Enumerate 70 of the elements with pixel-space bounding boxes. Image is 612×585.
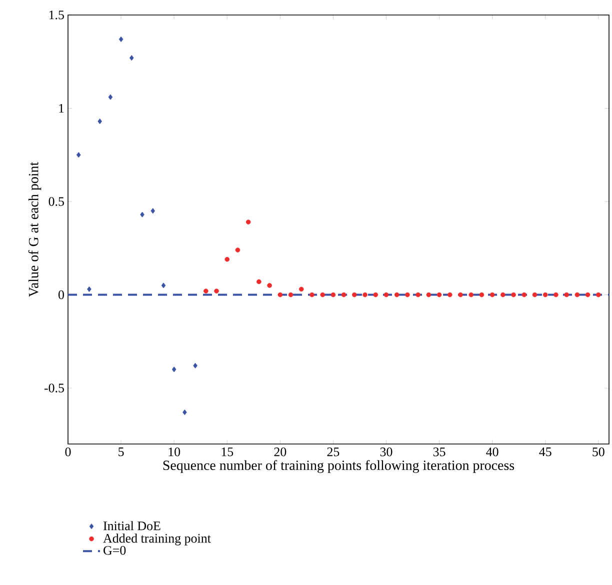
x-tick-label: 10: [168, 448, 180, 456]
point: [320, 292, 325, 298]
x-tick-label: 50: [592, 448, 604, 456]
point: [394, 292, 400, 298]
point: [542, 292, 548, 298]
point: [150, 208, 156, 214]
x-tick-label: 15: [222, 448, 234, 456]
x-tick-label: 40: [486, 448, 498, 456]
point: [118, 36, 124, 42]
point: [574, 292, 580, 298]
legend-label: Initial DoE: [103, 521, 160, 530]
y-tick-label: 1.5: [49, 10, 64, 20]
point: [246, 220, 251, 224]
point: [278, 292, 283, 298]
point: [500, 292, 506, 298]
point: [172, 366, 176, 372]
point: [585, 292, 590, 298]
point: [479, 292, 484, 298]
point: [596, 292, 601, 298]
point: [161, 282, 166, 288]
point: [140, 212, 144, 218]
point: [267, 283, 272, 288]
point: [341, 292, 346, 298]
x-tick-label: 30: [380, 448, 392, 456]
point: [436, 292, 442, 298]
point: [384, 292, 389, 298]
x-tick-label: 0: [65, 448, 71, 456]
y-tick-label: 1: [59, 104, 64, 113]
point: [426, 292, 432, 298]
point: [554, 292, 558, 298]
point: [458, 292, 463, 298]
x-tick-label: 45: [539, 448, 552, 456]
point: [108, 94, 113, 100]
x-tick-label: 20: [274, 448, 286, 456]
y-tick-label: 0.5: [48, 197, 64, 206]
x-tick-label: 5: [118, 448, 124, 456]
point: [310, 292, 314, 298]
y-tick-label: 0: [58, 290, 64, 300]
point: [532, 292, 538, 298]
point: [235, 248, 240, 252]
point: [193, 362, 198, 368]
legend-label: G=0: [104, 546, 126, 555]
point: [87, 286, 92, 292]
point: [405, 292, 410, 298]
point: [224, 256, 230, 262]
x-tick-label: 25: [327, 448, 340, 456]
point: [490, 292, 495, 298]
point: [447, 292, 452, 298]
point: [130, 55, 134, 61]
x-tick-label: 35: [433, 448, 446, 456]
point: [373, 292, 378, 298]
y-tick-label: -0.5: [44, 384, 64, 392]
y-axis-title: Value of G at each point: [28, 162, 42, 297]
point: [416, 292, 420, 298]
point: [76, 152, 81, 158]
point: [298, 286, 304, 292]
point: [288, 292, 294, 298]
point: [352, 292, 357, 298]
point: [256, 279, 262, 284]
point: [522, 292, 527, 298]
point: [564, 292, 569, 298]
point: [98, 118, 102, 124]
point: [468, 292, 474, 298]
point: [204, 288, 208, 294]
point: [330, 292, 336, 298]
point: [362, 292, 368, 298]
x-axis-title: Sequence number of training points following iteration process: [163, 460, 514, 473]
point: [214, 288, 219, 294]
legend-label: Added training point: [103, 534, 211, 546]
point: [511, 292, 516, 298]
